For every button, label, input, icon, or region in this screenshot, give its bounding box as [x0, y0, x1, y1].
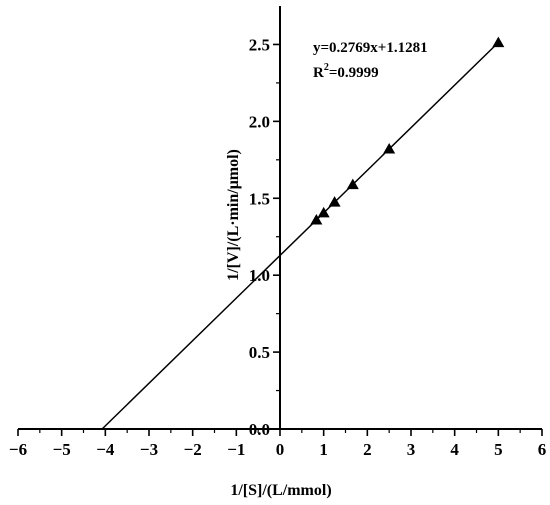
data-point	[492, 36, 505, 48]
y-tick-label: 0.5	[249, 343, 270, 362]
regression-equation: y=0.2769x+1.1281	[313, 40, 428, 56]
r-squared: R2=0.9999	[313, 62, 379, 81]
x-tick-label: 5	[494, 440, 503, 459]
x-tick-label: −3	[140, 440, 158, 459]
data-point	[346, 178, 359, 190]
y-tick-label: 0.0	[249, 420, 270, 439]
r-squared-value: =0.9999	[329, 65, 379, 81]
r-squared-exponent: 2	[324, 62, 329, 73]
x-tick-label: 0	[276, 440, 285, 459]
fit-line-group	[101, 41, 499, 430]
y-tick-label: 1.5	[249, 189, 270, 208]
x-tick-label: −4	[96, 440, 115, 459]
data-point	[317, 206, 330, 218]
x-tick-label: 6	[538, 440, 547, 459]
x-tick-label: 4	[450, 440, 459, 459]
data-points	[310, 36, 505, 225]
data-point	[328, 196, 341, 207]
x-tick-labels: −6 −5 −4 −3 −2 −1 0 1 2 3 4 5 6	[9, 440, 546, 459]
y-tick-label: 2.5	[249, 35, 270, 54]
data-point	[383, 143, 396, 154]
x-tick-label: −5	[53, 440, 71, 459]
fit-line	[101, 41, 499, 430]
x-tick-label: 3	[407, 440, 416, 459]
x-tick-label: −2	[184, 440, 202, 459]
x-tick-label: −1	[227, 440, 245, 459]
x-axis-title: 1/[S]/(L/mmol)	[230, 482, 331, 499]
y-tick-label: 1.0	[249, 266, 270, 285]
data-point	[310, 213, 323, 225]
y-tick-labels: 0.0 0.5 1.0 1.5 2.0 2.5	[249, 35, 270, 439]
x-tick-label: 2	[363, 440, 372, 459]
x-tick-label: 1	[319, 440, 328, 459]
y-axis-title: 1/[V]/(L·min/μmol)	[225, 149, 242, 281]
x-tick-label: −6	[9, 440, 27, 459]
y-tick-label: 2.0	[249, 112, 270, 131]
axes	[17, 6, 543, 436]
r-squared-symbol: R	[313, 65, 324, 81]
